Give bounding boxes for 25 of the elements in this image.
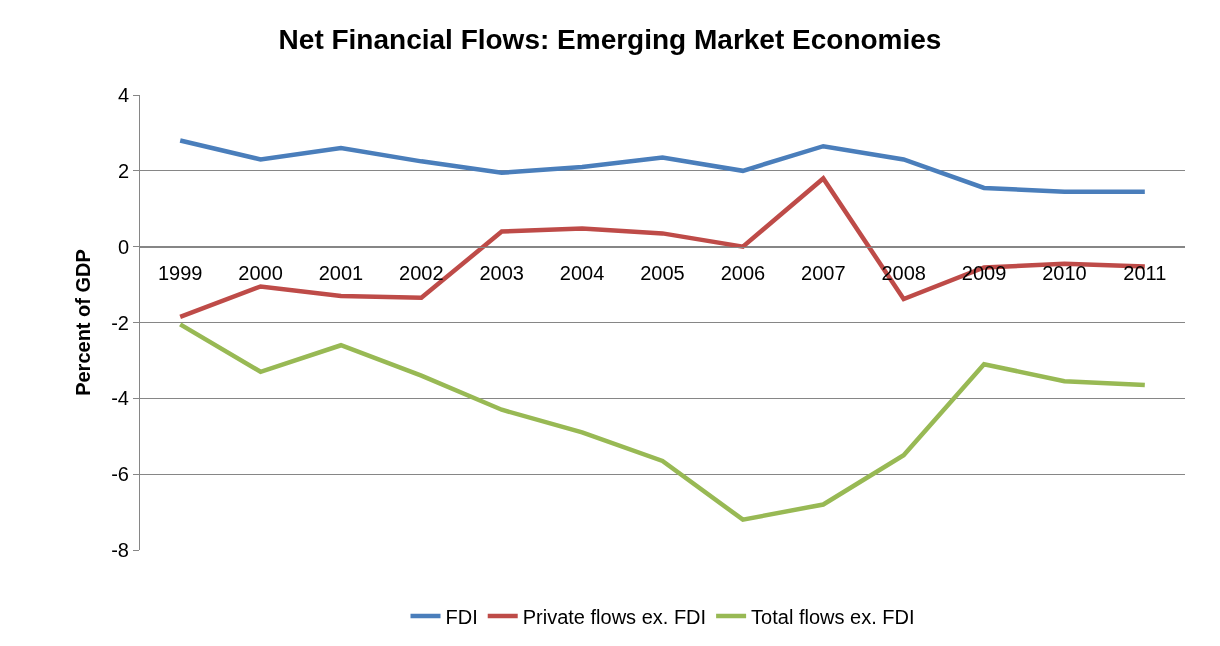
- x-tick-label: 2002: [399, 261, 444, 284]
- x-tick-label: 2010: [1042, 261, 1087, 284]
- legend-label: FDI: [445, 605, 478, 628]
- line-series: [177, 138, 1148, 194]
- y-tick-label: -4: [111, 387, 129, 410]
- y-tick-label: -2: [111, 311, 129, 334]
- y-tick-label: -6: [111, 463, 129, 486]
- y-axis-title: Percent of GDP: [71, 249, 94, 396]
- x-tick-label: 2011: [1123, 261, 1167, 284]
- x-tick-label: 2001: [318, 261, 364, 284]
- legend-label: Total flows ex. FDI: [751, 605, 915, 628]
- y-tick-label: 4: [117, 84, 129, 106]
- y-tick-label: 2: [117, 159, 129, 182]
- x-tick-label: 2005: [640, 261, 685, 284]
- x-tick-label: 2006: [720, 261, 766, 284]
- x-tick-label: 2007: [801, 261, 846, 284]
- x-tick-label: 2000: [238, 261, 283, 284]
- line-series: [177, 322, 1148, 522]
- x-tick-label: 1999: [157, 261, 203, 284]
- x-tick-label: 2004: [559, 261, 605, 284]
- y-tick-label: -8: [111, 539, 129, 561]
- x-tick-label: 2003: [479, 261, 524, 284]
- legend-label: Private flows ex. FDI: [522, 605, 707, 628]
- chart-title: Net Financial Flows: Emerging Market Economies: [278, 23, 942, 55]
- y-tick-label: 0: [117, 235, 129, 258]
